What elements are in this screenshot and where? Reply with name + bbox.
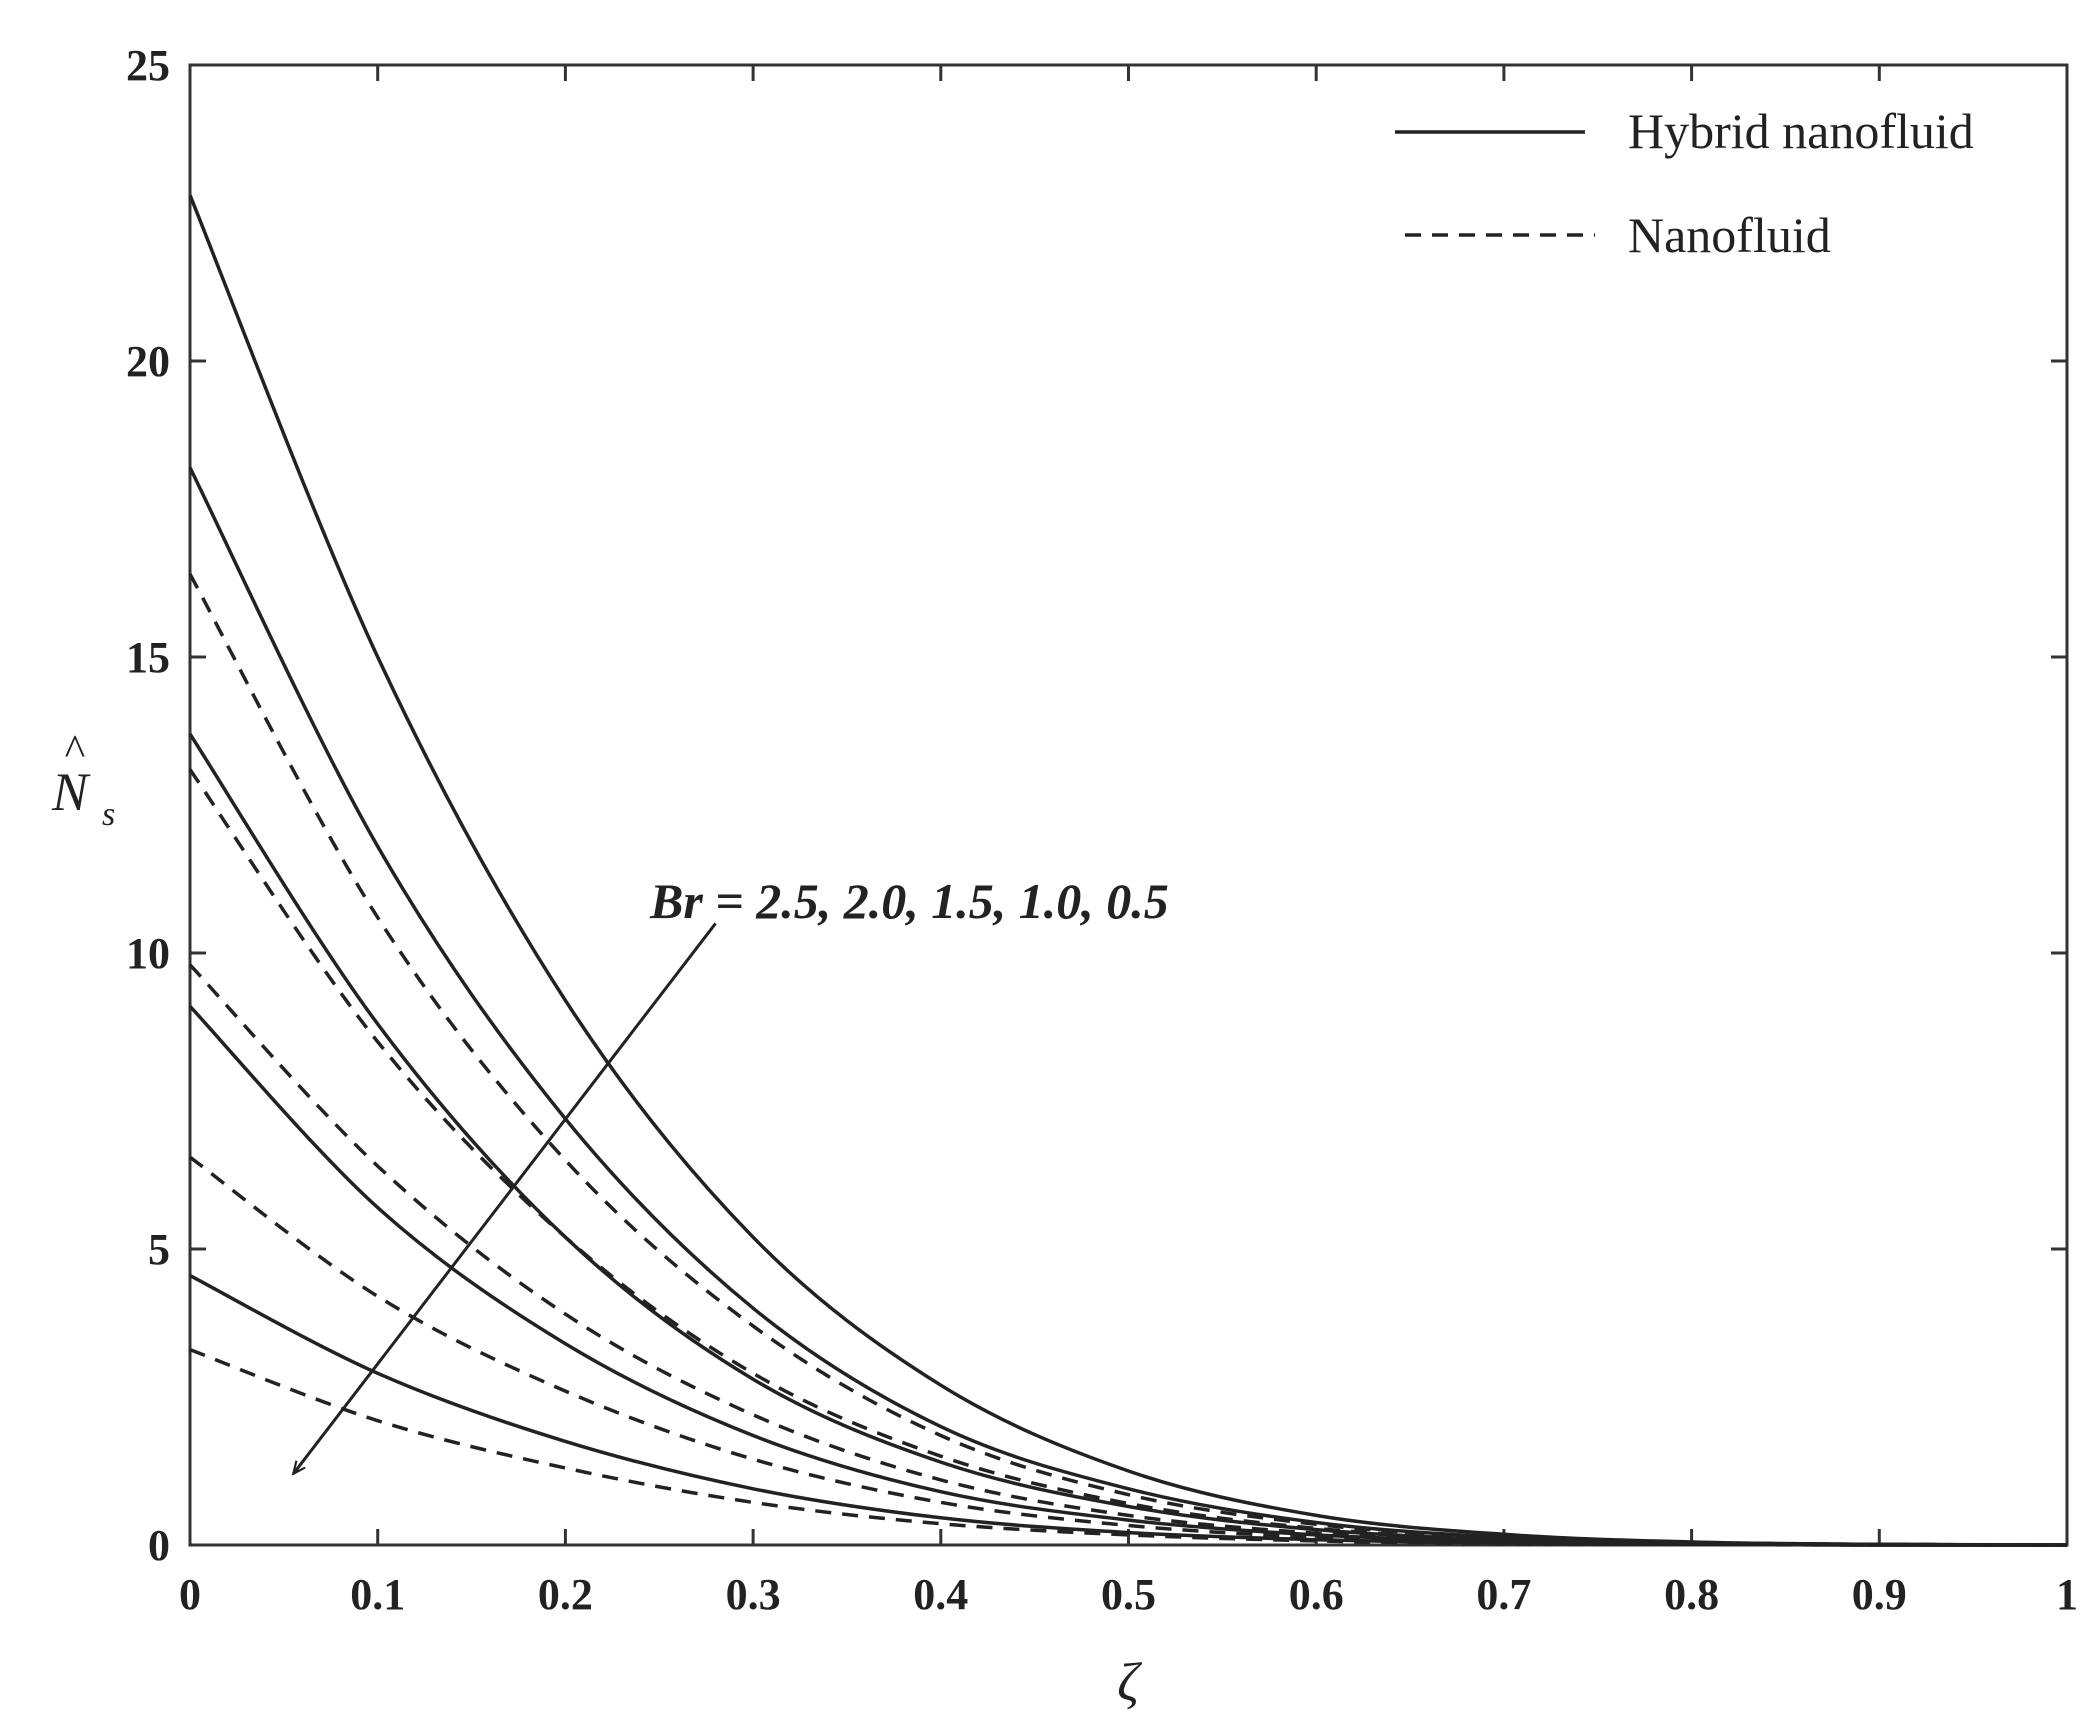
annotation-arrow bbox=[293, 922, 717, 1474]
nanofluid-line-br-0-5 bbox=[189, 1347, 2068, 1547]
y-axis-label-hat: ^ bbox=[65, 726, 86, 775]
hybrid-nanofluid-line-br-1-5 bbox=[188, 733, 2068, 1547]
hybrid-nanofluid-line-br-2-5 bbox=[188, 194, 2068, 1547]
x-tick-label: 0.3 bbox=[726, 1570, 781, 1619]
y-axis-label: ^ N s bbox=[51, 726, 115, 833]
y-tick-label: 15 bbox=[126, 633, 170, 682]
y-tick-label: 0 bbox=[148, 1521, 170, 1570]
y-tick-label: 25 bbox=[126, 41, 170, 90]
x-tick-label: 0.8 bbox=[1664, 1570, 1719, 1619]
legend: Hybrid nanofluid Nanofluid bbox=[1395, 103, 1974, 263]
x-tick-label: 0 bbox=[179, 1570, 201, 1619]
y-axis-label-main: N bbox=[51, 762, 91, 822]
y-tick-label: 5 bbox=[148, 1225, 170, 1274]
annotation-text: Br = 2.5, 2.0, 1.5, 1.0, 0.5 bbox=[649, 873, 1169, 929]
x-tick-label: 0.9 bbox=[1852, 1570, 1907, 1619]
x-tick-label: 0.6 bbox=[1289, 1570, 1344, 1619]
x-tick-labels: 0 0.1 0.2 0.3 0.4 0.5 0.6 0.7 0.8 0.9 1 bbox=[179, 1570, 2078, 1619]
x-tick-label: 0.5 bbox=[1101, 1570, 1156, 1619]
legend-label-nanofluid: Nanofluid bbox=[1628, 207, 1831, 263]
hybrid-nanofluid-line-br-2 bbox=[188, 466, 2068, 1547]
axis-ticks bbox=[188, 63, 2069, 1547]
y-tick-labels: 0 5 10 15 20 25 bbox=[126, 41, 170, 1570]
x-tick-label: 0.4 bbox=[913, 1570, 968, 1619]
nanofluid-line-br-1-5 bbox=[188, 963, 2068, 1547]
series-lines bbox=[188, 194, 2068, 1547]
x-tick-label: 0.2 bbox=[538, 1570, 593, 1619]
br-annotation: Br = 2.5, 2.0, 1.5, 1.0, 0.5 bbox=[293, 873, 1169, 1474]
nanofluid-line-br-2 bbox=[188, 768, 2068, 1547]
nanofluid-line-br-1 bbox=[188, 1155, 2068, 1547]
legend-label-hybrid: Hybrid nanofluid bbox=[1628, 103, 1974, 159]
plot-area-frame bbox=[188, 63, 2069, 1547]
x-axis-label: ζ bbox=[1117, 1652, 1142, 1712]
y-tick-label: 20 bbox=[126, 337, 170, 386]
x-tick-label: 0.7 bbox=[1476, 1570, 1531, 1619]
hybrid-nanofluid-line-br-0-5 bbox=[189, 1274, 2068, 1547]
nanofluid-line-br-2-5 bbox=[188, 573, 2068, 1547]
y-tick-label: 10 bbox=[126, 929, 170, 978]
x-tick-label: 1 bbox=[2056, 1570, 2078, 1619]
y-axis-label-subscript: s bbox=[102, 796, 115, 833]
x-tick-label: 0.1 bbox=[350, 1570, 405, 1619]
hybrid-nanofluid-line-br-1 bbox=[188, 1005, 2068, 1547]
